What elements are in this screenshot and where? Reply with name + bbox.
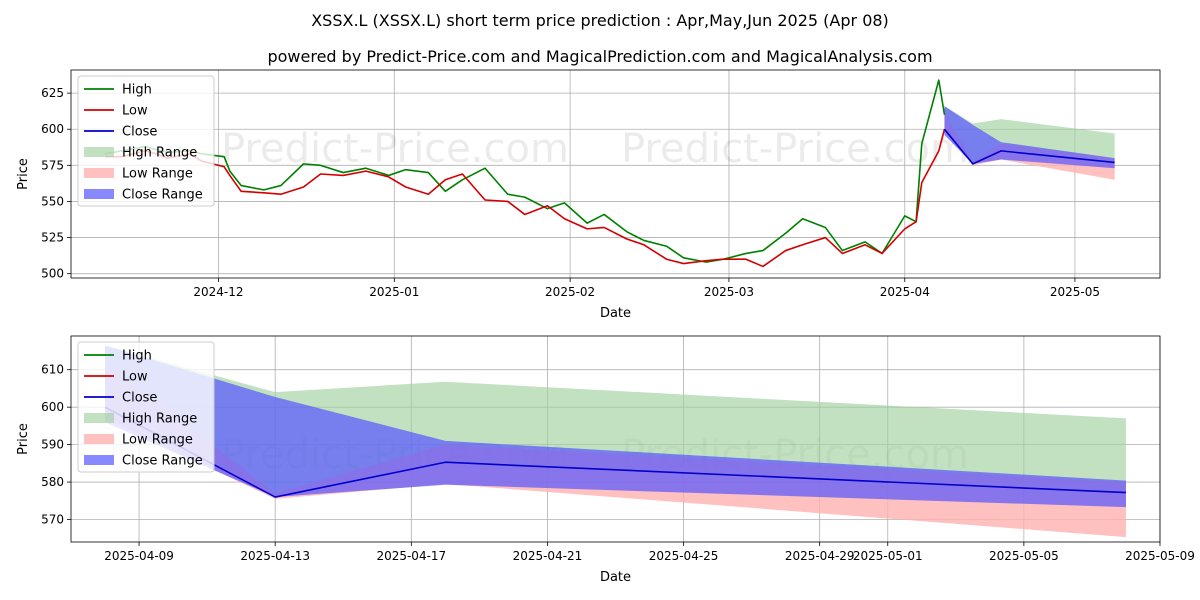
x-tick-label: 2025-04-21 — [513, 549, 583, 563]
watermark-text: Predict-Price.com — [621, 276, 969, 322]
y-axis-label: Price — [16, 423, 31, 455]
y-tick-label: 590 — [41, 438, 64, 452]
watermark-text: Predict-Price.com — [621, 126, 969, 172]
x-tick-label: 2025-04-25 — [649, 549, 719, 563]
legend-label-low: Low — [122, 104, 148, 119]
legend-label-close-range: Close Range — [122, 188, 203, 203]
x-tick-label: 2025-03 — [704, 285, 754, 299]
legend-swatch-close-range — [84, 455, 114, 465]
watermark-text: Predict-Price.com — [221, 126, 569, 172]
legend-swatch-low-range — [84, 434, 114, 444]
y-tick-label: 575 — [41, 158, 64, 172]
close-line — [943, 128, 1115, 165]
low-line — [105, 129, 946, 268]
legend-label-high: High — [122, 349, 152, 364]
x-tick-label: 2025-05-09 — [1125, 549, 1195, 563]
x-tick-label: 2025-04 — [880, 285, 930, 299]
plot-frame — [70, 335, 1161, 543]
legend-label-close: Close — [122, 391, 157, 406]
x-tick-label: 2025-01 — [369, 285, 419, 299]
bottom-panel: 2025-04-09 2025-04-13 2025-04-17 2025-04-21… — [16, 335, 1195, 585]
chart-subtitle: powered by Predict-Price.com and Magical… — [267, 47, 932, 66]
x-tick-label: 2025-05-05 — [989, 549, 1059, 563]
x-tick-label: 2025-05 — [1050, 285, 1100, 299]
x-tick-label: 2024-12 — [193, 285, 243, 299]
x-tick-label: 2025-04-17 — [376, 549, 446, 563]
legend-label-low: Low — [122, 370, 148, 385]
legend: High Low Close High Range Low Range Close Ran… — [77, 341, 215, 473]
x-axis-label: Date — [600, 570, 631, 585]
y-tick-label: 625 — [41, 86, 64, 100]
x-tick-label: 2025-05-01 — [853, 549, 923, 563]
y-tick-label: 550 — [41, 194, 64, 208]
y-tick-label: 600 — [41, 400, 64, 414]
legend-label-high-range: High Range — [122, 412, 197, 427]
legend-label-close-range: Close Range — [122, 454, 203, 469]
legend-swatch-high-range — [84, 413, 114, 423]
y-axis-label: Price — [16, 158, 31, 190]
legend-swatch-close-range — [84, 189, 114, 199]
y-tick-label: 600 — [41, 122, 64, 136]
legend: High Low Close High Range Low Range Close Ran… — [77, 75, 215, 207]
chart-title: XSSX.L (XSSX.L) short term price predict… — [311, 11, 889, 30]
x-tick-label: 2025-04-29 — [785, 549, 855, 563]
y-tick-label: 610 — [41, 363, 64, 377]
top-panel: 2024-12 2025-01 2025-02 2025-03 2025-04 2025-… — [16, 69, 1161, 322]
high-line — [104, 79, 946, 263]
y-tick-label: 580 — [41, 475, 64, 489]
close-range-band — [944, 106, 1115, 169]
y-tick-label: 525 — [41, 231, 64, 245]
grid — [71, 70, 1160, 278]
legend-swatch-low-range — [84, 168, 114, 178]
y-tick-label: 500 — [41, 267, 64, 281]
x-tick-label: 2025-04-13 — [240, 549, 310, 563]
legend-label-low-range: Low Range — [122, 167, 193, 182]
legend-label-low-range: Low Range — [122, 433, 193, 448]
watermark: Predict-Price.com Predict-Price.com Predic… — [221, 126, 969, 322]
plot-area — [104, 345, 1127, 538]
plot-area — [104, 79, 1115, 268]
legend-swatch-high-range — [84, 147, 114, 157]
watermark-text: Predict-Price.com — [221, 276, 569, 322]
x-tick-label: 2025-04-09 — [104, 549, 174, 563]
x-axis-label: Date — [600, 306, 631, 321]
y-tick-label: 570 — [41, 513, 64, 527]
legend-label-high: High — [122, 83, 152, 98]
x-tick-label: 2025-02 — [545, 285, 595, 299]
close-range-band — [105, 345, 1126, 508]
legend-label-close: Close — [122, 125, 157, 140]
plot-frame — [70, 69, 1161, 279]
legend-label-high-range: High Range — [122, 146, 197, 161]
